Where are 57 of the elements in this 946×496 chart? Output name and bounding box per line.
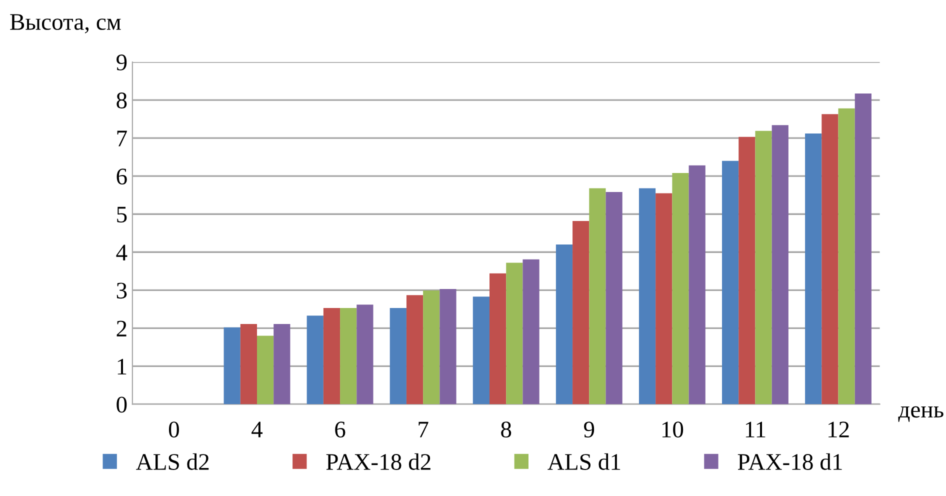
bar — [738, 136, 756, 404]
bar — [854, 94, 872, 404]
x-tick-label: 6 — [335, 422, 346, 438]
y-tick-label: 5 — [117, 206, 127, 223]
bar — [440, 289, 456, 404]
bar — [838, 108, 855, 404]
bar — [522, 259, 540, 404]
legend-label: PAX-18 d2 — [326, 453, 430, 470]
legend-label: ALS d2 — [136, 453, 209, 470]
y-tick-label: 8 — [116, 92, 127, 108]
y-tick-label: 7 — [117, 130, 127, 146]
bar — [805, 133, 822, 404]
bar — [606, 192, 622, 404]
bar — [672, 173, 689, 404]
bar — [274, 324, 290, 404]
x-tick-label: 4 — [252, 422, 263, 438]
x-tick-label: 8 — [501, 422, 512, 438]
y-tick-label: 4 — [116, 244, 128, 260]
x-tick-label: 7 — [418, 422, 428, 438]
bar — [490, 273, 506, 404]
x-tick-label: 11 — [746, 422, 766, 438]
y-axis-title: Высота, см — [10, 14, 121, 34]
bar — [256, 336, 274, 404]
x-axis-title: день — [898, 406, 944, 422]
bar — [656, 193, 672, 404]
bar — [423, 290, 440, 404]
bar — [340, 308, 357, 404]
bar — [589, 188, 606, 404]
bar — [722, 160, 739, 404]
legend-label: ALS d1 — [548, 453, 620, 470]
x-tick-label: 10 — [662, 422, 684, 438]
bar — [822, 114, 838, 404]
x-tick-label: 12 — [828, 422, 849, 438]
bar — [772, 125, 788, 404]
y-tick-label: 0 — [116, 396, 127, 413]
y-tick-label: 9 — [116, 54, 127, 70]
x-tick-label: 0 — [168, 422, 179, 438]
bar — [688, 165, 706, 404]
y-tick-label: 3 — [116, 282, 127, 299]
x-tick-label: 9 — [584, 422, 594, 438]
y-tick-label: 1 — [118, 358, 126, 374]
bar — [638, 188, 656, 404]
bar — [506, 262, 523, 404]
bar — [406, 295, 424, 404]
bar — [240, 324, 257, 404]
bar — [472, 296, 490, 404]
bar — [356, 304, 374, 404]
bar — [323, 308, 340, 404]
bar — [572, 220, 590, 404]
bar — [306, 316, 324, 404]
legend-label: PAX-18 d1 — [738, 453, 842, 470]
y-tick-label: 6 — [116, 168, 127, 185]
bar — [224, 327, 240, 404]
bar — [390, 308, 406, 404]
y-tick-label: 2 — [116, 320, 126, 336]
bar — [755, 130, 772, 404]
bar — [556, 244, 573, 404]
